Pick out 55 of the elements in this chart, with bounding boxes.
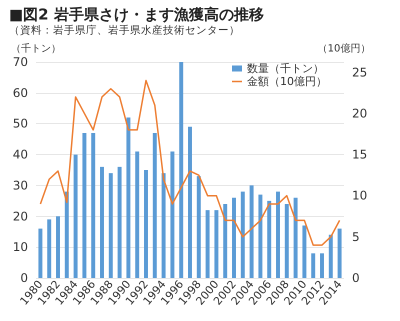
bar [214,210,218,278]
bar [196,176,201,278]
bar [284,204,289,278]
y2-tick-label: 5 [352,230,360,244]
y2-tick-label: 25 [352,65,368,80]
bar [74,154,78,278]
y-tick-label: 40 [12,148,28,162]
bar [126,118,130,278]
y-axis-title: （千トン） [11,42,61,54]
chart-title: ■図2 岩手県さけ・ます漁獲高の推移 [9,6,264,24]
y-tick-label: 0 [20,271,28,285]
y-tick-label: 70 [12,55,28,69]
bar [328,234,333,278]
bar [56,216,60,278]
y-tick-label: 50 [12,116,28,131]
bar [118,166,122,278]
bar [82,132,86,278]
bar [258,194,262,278]
bar [91,132,96,278]
bar [294,198,298,278]
bar [240,192,245,278]
chart-subtitle: （資料：岩手県庁、岩手県水産技術センター） [9,24,240,36]
bar [276,192,280,278]
bar [223,204,228,278]
bar [232,198,236,278]
y2-tick-label: 15 [352,148,368,162]
bar [135,151,140,278]
legend-label: 金額（10億円） [247,75,328,88]
y2-tick-label: 10 [352,188,368,203]
bar [100,166,104,278]
y-tick-label: 20 [12,209,28,224]
bar [170,151,174,278]
y2-tick-label: 20 [352,106,368,120]
bar [179,62,184,278]
bar [152,132,157,278]
bar [188,126,192,278]
bar [47,219,52,278]
bar [320,253,324,278]
y-tick-label: 10 [12,240,28,254]
bar [311,253,316,278]
y2-axis-title: （10億円） [318,42,370,54]
bar [338,228,342,278]
bar [144,170,148,278]
bar [250,185,254,278]
bar [64,192,69,278]
y-tick-label: 30 [12,178,28,192]
legend-label: 数量（千トン） [247,62,324,75]
bar [206,210,210,278]
bar [162,173,166,278]
bar [108,173,113,278]
bar [302,226,306,278]
y-tick-label: 60 [12,86,28,100]
bar [267,200,272,278]
bar [38,228,42,278]
y2-tick-label: 0 [352,271,360,285]
